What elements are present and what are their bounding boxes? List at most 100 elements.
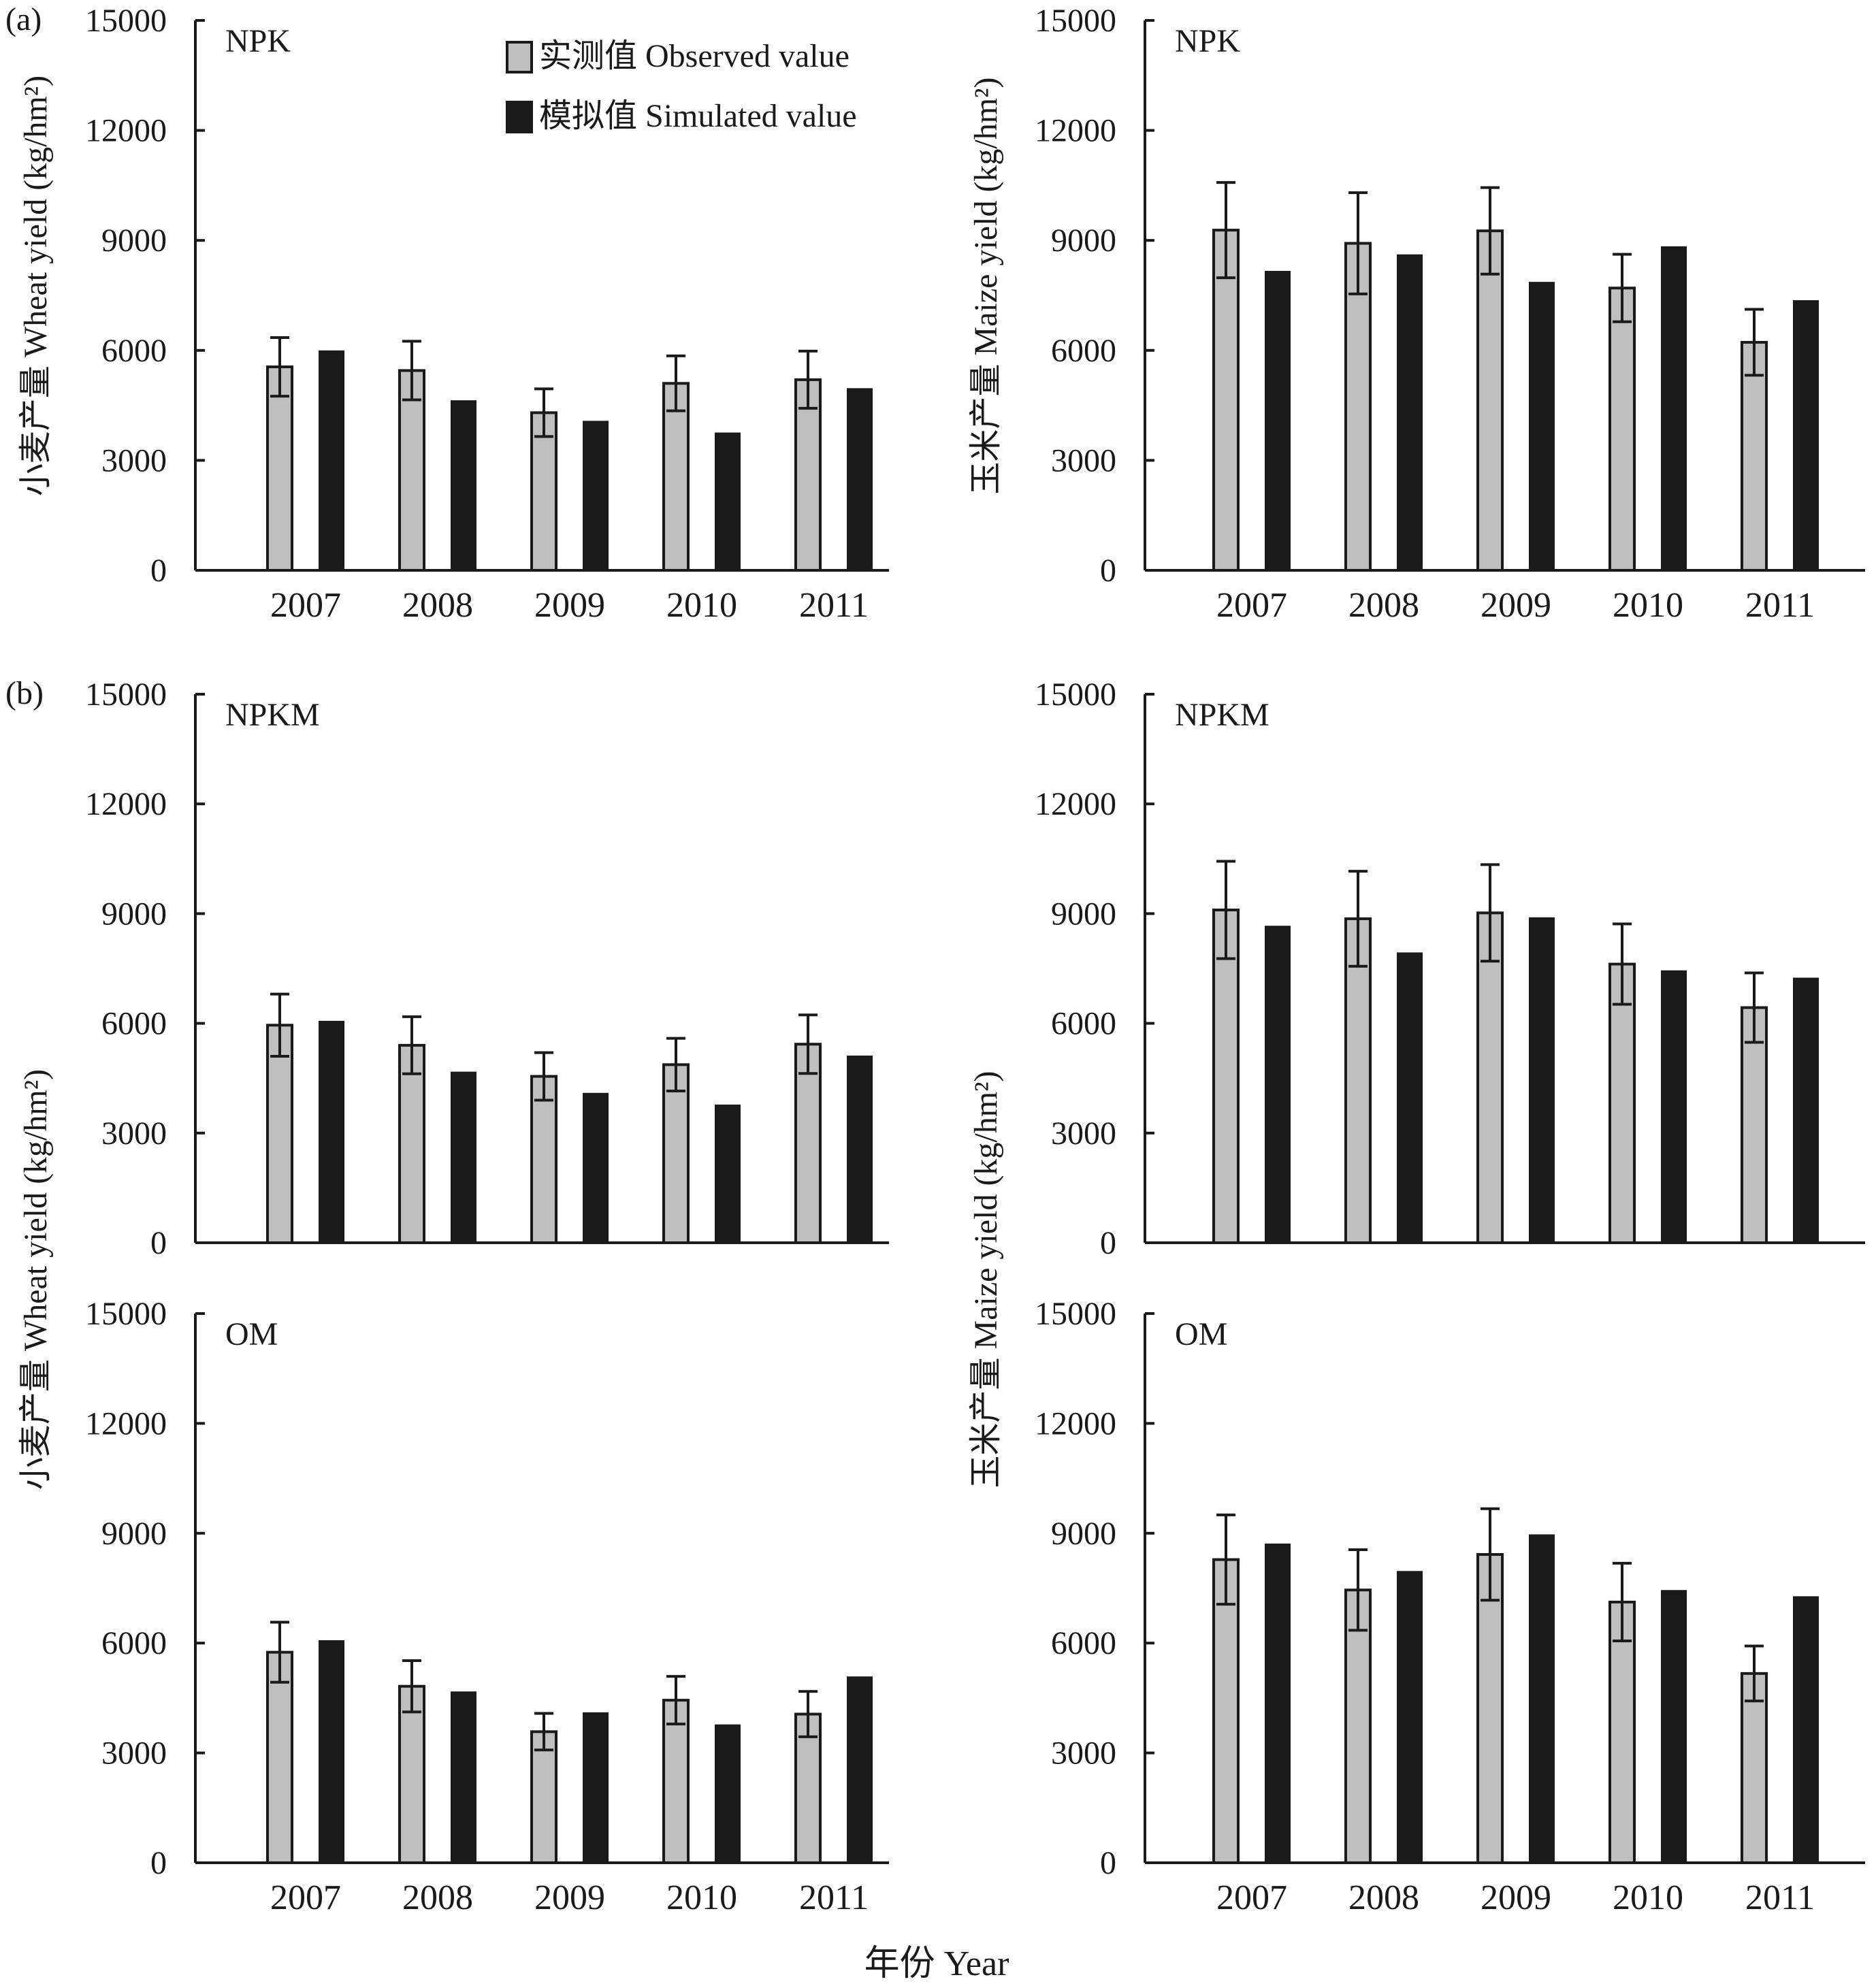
bar-simulated-2010	[1661, 1590, 1687, 1864]
treatment-label: NPK	[1175, 23, 1240, 59]
x-tick-label-2007: 2007	[270, 586, 341, 625]
y-tick-label: 6000	[101, 1006, 167, 1042]
y-tick-label: 15000	[1035, 3, 1116, 39]
y-tick-label: 0	[150, 1225, 167, 1261]
x-tick-label-2009: 2009	[1481, 1878, 1551, 1917]
bar-simulated-2011	[1793, 1596, 1819, 1864]
bar-simulated-2010	[715, 1104, 741, 1243]
bar-observed-2007	[1212, 1558, 1240, 1864]
bar-simulated-2010	[715, 1724, 741, 1863]
bar-simulated-2009	[1529, 917, 1555, 1244]
x-tick-label-2007: 2007	[270, 1878, 341, 1917]
x-tick-label-2011: 2011	[1745, 1878, 1815, 1917]
y-tick-label: 6000	[101, 333, 167, 369]
bar-simulated-2008	[1397, 254, 1423, 571]
x-tick-label-2010: 2010	[1613, 1878, 1683, 1917]
bar-observed-2007	[1212, 229, 1240, 572]
bar-simulated-2007	[319, 1020, 344, 1243]
y-tick-label: 12000	[1035, 786, 1116, 822]
y-tick-label: 12000	[1035, 1405, 1116, 1441]
panel-a-maize: 0 3000 6000 9000 12000 15000 NPK 2007 2008 2009 20…	[1035, 3, 1865, 625]
bar-observed-2011	[1741, 1006, 1768, 1244]
bar-simulated-2010	[1661, 970, 1687, 1244]
bar-observed-2009	[1476, 229, 1504, 572]
legend-simulated-label: 模拟值 Simulated value	[539, 98, 857, 134]
y-tick-label: 9000	[101, 223, 167, 259]
y-tick-label: 12000	[1035, 113, 1116, 149]
y-tick-label: 0	[1100, 1225, 1116, 1261]
treatment-label: OM	[225, 1316, 278, 1352]
x-tick-label-2008: 2008	[1348, 1878, 1419, 1917]
bar-simulated-2009	[583, 1092, 609, 1243]
y-tick-label: 3000	[101, 1115, 167, 1152]
x-tick-label-2010: 2010	[1613, 586, 1683, 625]
panel-b-maize-npkm: 0 3000 6000 9000 12000 15000 NPKM	[1035, 677, 1865, 1261]
bar-observed-2008	[398, 1043, 425, 1244]
panel-a-wheat: 0 3000 6000 9000 12000 15000 NPK 2007 2008 2009 20…	[85, 3, 889, 625]
x-tick-label-2010: 2010	[666, 586, 737, 625]
x-tick-label-2008: 2008	[402, 586, 473, 625]
y-tick-label: 12000	[85, 786, 167, 822]
panel-b-wheat-om: 0 3000 6000 9000 12000 15000 OM 2007 2008 2009 201…	[85, 1296, 889, 1917]
bar-simulated-2009	[583, 1712, 609, 1864]
bar-simulated-2007	[319, 350, 344, 571]
bar-observed-2007	[266, 1024, 293, 1244]
x-tick-label-2007: 2007	[1216, 1878, 1287, 1917]
y-tick-label: 3000	[1051, 1736, 1116, 1772]
y-tick-label: 15000	[1035, 677, 1116, 713]
x-tick-label-2007: 2007	[1216, 586, 1287, 625]
group-label-b: (b)	[5, 675, 44, 711]
bar-simulated-2007	[1265, 926, 1291, 1243]
bar-simulated-2011	[847, 388, 873, 571]
y-tick-label: 15000	[85, 677, 167, 713]
bar-simulated-2008	[451, 400, 476, 571]
treatment-label: NPKM	[225, 697, 320, 733]
x-axis-title: 年份 Year	[864, 1944, 1009, 1983]
legend: 实测值 Observed value 模拟值 Simulated value	[506, 38, 857, 134]
y-tick-label: 15000	[85, 3, 167, 39]
bar-observed-2007	[266, 365, 293, 572]
treatment-label: NPKM	[1175, 697, 1269, 733]
x-tick-label-2009: 2009	[1481, 586, 1551, 625]
bar-observed-2009	[530, 1730, 557, 1864]
bar-simulated-2009	[1529, 1534, 1555, 1863]
bar-simulated-2007	[319, 1640, 344, 1863]
y-tick-label: 6000	[1051, 333, 1116, 369]
y-tick-label: 0	[1100, 553, 1116, 589]
bar-simulated-2009	[1529, 282, 1555, 571]
y-tick-label: 9000	[101, 1516, 167, 1552]
y-tick-label: 0	[150, 553, 167, 589]
ylabel-wheat-bottom: 小麦产量 Wheat yield (kg/hm²)	[18, 1069, 54, 1490]
x-tick-label-2010: 2010	[666, 1878, 737, 1917]
y-tick-label: 9000	[1051, 1516, 1116, 1552]
bar-observed-2011	[1741, 340, 1768, 572]
y-tick-label: 3000	[101, 1736, 167, 1772]
bar-observed-2011	[794, 378, 822, 572]
ylabel-wheat-top: 小麦产量 Wheat yield (kg/hm²)	[18, 76, 54, 496]
bar-observed-2008	[398, 1684, 425, 1865]
panel-b-wheat-npkm: 0 3000 6000 9000 12000 15000 NPKM	[85, 677, 889, 1261]
y-tick-label: 9000	[1051, 896, 1116, 932]
bar-simulated-2011	[1793, 300, 1819, 571]
legend-observed-swatch	[506, 41, 533, 74]
bar-simulated-2010	[1661, 246, 1687, 571]
panel-b-maize-om: 0 3000 6000 9000 12000 15000 OM 2007 2008 2009 201…	[1035, 1296, 1865, 1917]
bar-observed-2007	[266, 1650, 293, 1864]
bar-observed-2009	[530, 411, 557, 572]
bar-observed-2010	[1608, 962, 1636, 1244]
x-tick-label-2009: 2009	[534, 1878, 605, 1917]
y-tick-label: 0	[1100, 1845, 1116, 1881]
legend-simulated-swatch	[506, 101, 533, 133]
y-tick-label: 3000	[101, 442, 167, 478]
y-tick-label: 6000	[1051, 1625, 1116, 1661]
bar-simulated-2008	[1397, 952, 1423, 1243]
group-label-a: (a)	[5, 1, 42, 37]
bar-observed-2010	[662, 1699, 690, 1864]
y-tick-label: 9000	[101, 896, 167, 932]
x-tick-label-2008: 2008	[1348, 586, 1419, 625]
treatment-label: OM	[1175, 1316, 1227, 1352]
bar-simulated-2011	[847, 1676, 873, 1863]
bar-simulated-2007	[1265, 270, 1291, 571]
y-tick-label: 3000	[1051, 442, 1116, 478]
